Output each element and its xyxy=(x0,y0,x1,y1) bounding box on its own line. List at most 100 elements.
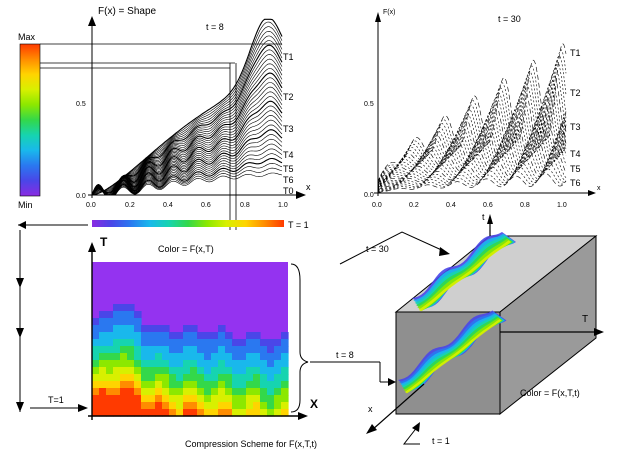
heatmap-cell xyxy=(162,374,170,382)
cube-side-face xyxy=(499,234,597,416)
heatmap-cell xyxy=(267,381,275,389)
heatmap-cell xyxy=(260,388,268,396)
heatmap-cell xyxy=(134,395,142,403)
left-curve-label-t0: T0 xyxy=(283,186,294,196)
heatmap-cell xyxy=(183,367,191,375)
heatmap-cell xyxy=(225,381,233,389)
heatmap-cell xyxy=(148,381,156,389)
heatmap-cell xyxy=(197,353,205,361)
heatmap-cell xyxy=(120,346,128,354)
heatmap-cell xyxy=(127,339,135,347)
heatmap-cell xyxy=(120,402,128,410)
heatmap-cell xyxy=(155,395,163,403)
heatmap-cell xyxy=(99,409,107,417)
heatmap-cell xyxy=(120,318,128,326)
heatmap-cell xyxy=(225,409,233,417)
heatmap-cell xyxy=(267,367,275,375)
right-curve-label-t2: T2 xyxy=(570,88,581,98)
heatmap-cell xyxy=(274,381,282,389)
heatmap-cell xyxy=(239,360,247,368)
cube-color-label: Color = F(x,T,t) xyxy=(520,388,580,398)
heatmap-cell xyxy=(127,311,135,319)
right-plot-ytick-1: 0.5 xyxy=(364,101,374,108)
left-curve-label-t4: T4 xyxy=(283,150,294,160)
heatmap-cell xyxy=(218,388,226,396)
heatmap-cell xyxy=(183,402,191,410)
cube-t30-label: t = 30 xyxy=(366,244,389,254)
left-plot-y-arrowhead xyxy=(88,16,96,26)
left-curve xyxy=(91,157,283,196)
heatmap-cells xyxy=(92,304,289,417)
heatmap-cell xyxy=(239,374,247,382)
heatmap-cell xyxy=(169,353,177,361)
heatmap-cell xyxy=(106,367,114,375)
heatmap-cell xyxy=(281,360,289,368)
heatmap-cell xyxy=(225,395,233,403)
heatmap-cell xyxy=(134,325,142,333)
heatmap-cell xyxy=(106,374,114,382)
heatmap-cell xyxy=(267,388,275,396)
heatmap-cell xyxy=(246,339,254,347)
right-curve xyxy=(377,84,567,186)
heatmap-cell xyxy=(99,388,107,396)
brace-arrowhead xyxy=(388,378,396,386)
heatmap-cell xyxy=(246,381,254,389)
heatmap-cell xyxy=(190,402,198,410)
right-curve xyxy=(377,79,567,186)
heatmap-cell xyxy=(99,318,107,326)
t1-arrowhead xyxy=(78,404,88,412)
heatmap-cell xyxy=(99,367,107,375)
heatmap-cell xyxy=(169,339,177,347)
left-curve xyxy=(91,138,283,196)
heatmap-cell xyxy=(232,353,240,361)
heatmap-cell xyxy=(141,409,149,417)
heatmap-cell xyxy=(148,402,156,410)
heatmap-cell xyxy=(92,409,100,417)
heatmap-cell xyxy=(120,353,128,361)
heatmap-cell xyxy=(267,339,275,347)
heatmap-cell xyxy=(246,409,254,417)
left-t1-label: T=1 xyxy=(48,395,64,405)
heatmap-cell xyxy=(127,388,135,396)
heatmap-cell xyxy=(274,346,282,354)
heatmap-cell xyxy=(162,395,170,403)
left-curve xyxy=(91,172,283,196)
heatmap-cell xyxy=(239,339,247,347)
left-curve xyxy=(91,100,283,196)
cube-x-arrowhead xyxy=(366,424,377,434)
heatmap-cell xyxy=(162,409,170,417)
heatmap-cell xyxy=(260,374,268,382)
cube-t-arrowhead xyxy=(487,214,493,224)
heatmap-cell xyxy=(281,388,289,396)
left-curve xyxy=(91,72,283,196)
heatmap-cell xyxy=(232,374,240,382)
right-curve xyxy=(377,73,567,185)
heatmap-cell xyxy=(120,325,128,333)
heatmap-cell xyxy=(148,367,156,375)
heatmap-cell xyxy=(281,367,289,375)
heatmap-cell xyxy=(281,353,289,361)
left-curve-label-t3: T3 xyxy=(283,124,294,134)
heatmap-cell xyxy=(260,409,268,417)
heatmap-cell xyxy=(92,388,100,396)
heatmap-cell xyxy=(190,388,198,396)
heatmap-cell xyxy=(155,325,163,333)
heatmap-cell xyxy=(176,346,184,354)
heatmap-cell xyxy=(106,388,114,396)
horizontal-colorbar xyxy=(92,220,284,227)
heatmap-cell xyxy=(197,367,205,375)
heatmap-cell xyxy=(260,353,268,361)
heatmap-cell xyxy=(218,339,226,347)
heatmap-cell xyxy=(183,388,191,396)
horizontal-colorbar-label: T = 1 xyxy=(288,220,309,230)
right-plot-time-label: t = 30 xyxy=(498,14,521,24)
right-plot-xtick-5: 1.0 xyxy=(557,202,567,209)
heatmap-cell xyxy=(183,374,191,382)
heatmap-cell xyxy=(106,402,114,410)
heatmap-cell xyxy=(260,395,268,403)
left-plot-xtick-3: 0.6 xyxy=(201,202,211,209)
heatmap-cell xyxy=(162,346,170,354)
heatmap-cell xyxy=(155,409,163,417)
right-plot-xtick-4: 0.8 xyxy=(520,202,530,209)
heatmap-cell xyxy=(183,395,191,403)
